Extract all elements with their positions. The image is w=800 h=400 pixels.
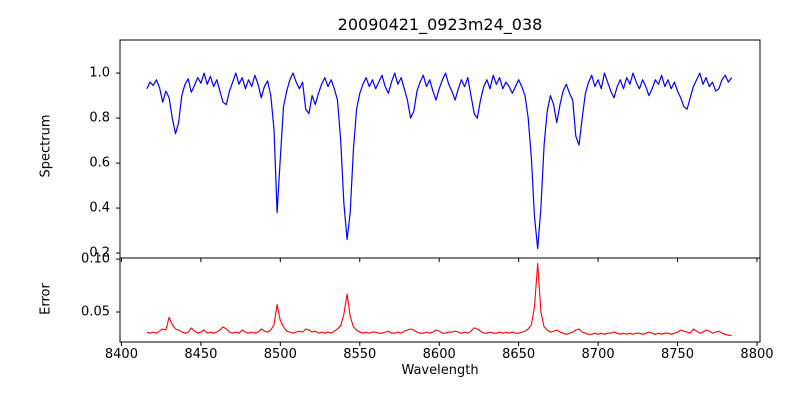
x-tick-label: 8700	[581, 347, 615, 362]
x-tick-label: 8600	[422, 347, 456, 362]
y-tick-label-spectrum: 0.2	[89, 245, 110, 261]
y-tick-label-error: 0.05	[81, 304, 110, 320]
x-axis-label: Wavelength	[401, 363, 479, 378]
axis-ticks	[116, 72, 758, 346]
x-tick-label: 8450	[184, 347, 218, 362]
x-tick-label: 8500	[263, 347, 297, 362]
x-tick-label: 8800	[740, 347, 774, 362]
x-tick-label: 8400	[104, 347, 138, 362]
x-tick-label: 8750	[660, 347, 695, 362]
chart-title: 20090421_0923m24_038	[337, 15, 543, 34]
y-tick-label-spectrum: 0.6	[89, 155, 110, 171]
spectrum-line	[146, 72, 733, 250]
spectrum-panel-border	[119, 39, 761, 259]
error-line	[146, 262, 732, 336]
y-tick-label-spectrum: 0.4	[89, 200, 110, 216]
x-tick-label: 8650	[502, 347, 536, 362]
y-tick-label-spectrum: 0.8	[89, 110, 110, 126]
y-tick-label-error: 0.10	[81, 251, 110, 267]
error-panel-border	[119, 257, 761, 343]
x-tick-label: 8550	[343, 347, 377, 362]
y-tick-label-spectrum: 1.0	[89, 65, 110, 81]
